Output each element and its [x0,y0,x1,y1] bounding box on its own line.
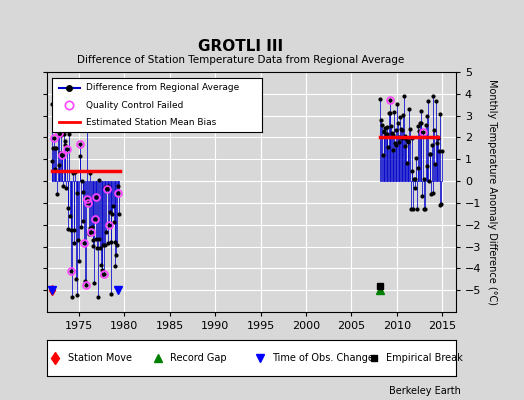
Text: Estimated Station Mean Bias: Estimated Station Mean Bias [86,118,216,127]
Text: Quality Control Failed: Quality Control Failed [86,100,183,110]
Text: Difference from Regional Average: Difference from Regional Average [86,83,239,92]
Text: Empirical Break: Empirical Break [386,353,463,363]
Text: Station Move: Station Move [68,353,132,363]
Text: Berkeley Earth: Berkeley Earth [389,386,461,396]
Text: Record Gap: Record Gap [170,353,226,363]
Y-axis label: Monthly Temperature Anomaly Difference (°C): Monthly Temperature Anomaly Difference (… [487,79,497,305]
Text: Time of Obs. Change: Time of Obs. Change [272,353,374,363]
Text: Difference of Station Temperature Data from Regional Average: Difference of Station Temperature Data f… [78,55,405,65]
Text: GROTLI III: GROTLI III [199,39,283,54]
